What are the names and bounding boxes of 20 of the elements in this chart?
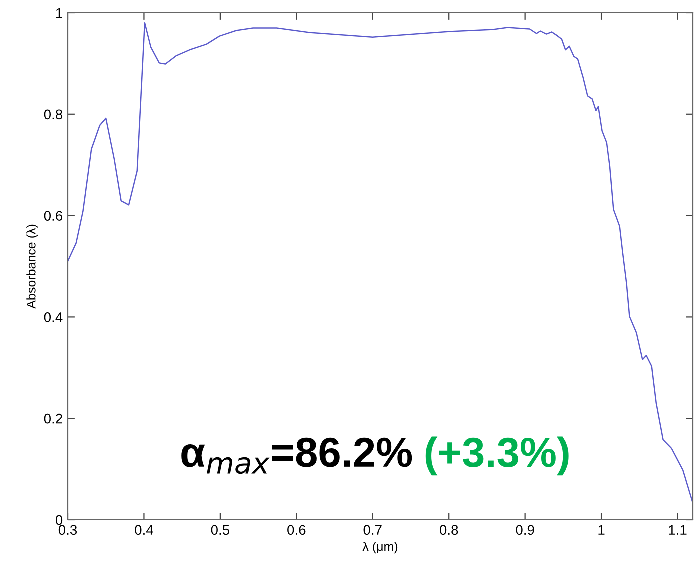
- x-tick-label: 0.9: [516, 525, 534, 536]
- y-tick-label: 1: [56, 8, 62, 18]
- x-tick-label: 0.8: [440, 525, 458, 536]
- y-tick-label: 0: [56, 515, 63, 526]
- y-tick-label: 0.4: [44, 312, 63, 322]
- annotation: (+3.3%): [426, 436, 569, 476]
- y-tick-label: 0.2: [44, 414, 62, 424]
- y-tick-label: 0.8: [44, 110, 63, 120]
- x-tick-label: 0.5: [211, 525, 230, 536]
- x-tick-label: 1: [598, 525, 605, 535]
- y-tick-label: 0.6: [44, 211, 63, 221]
- x-tick-label: 0.6: [288, 525, 306, 536]
- x-axis-title: λ (μm): [362, 542, 398, 554]
- line-series: [68, 22, 693, 504]
- y-axis-title: Absorbance (λ): [26, 224, 38, 309]
- x-tick-label: 0.4: [135, 525, 154, 536]
- annotation: α$_{max}$=86.2%: [182, 438, 412, 474]
- x-tick-label: 0.3: [58, 525, 78, 536]
- x-tick-label: 0.7: [364, 525, 382, 536]
- x-tick-label: 1.1: [669, 525, 687, 535]
